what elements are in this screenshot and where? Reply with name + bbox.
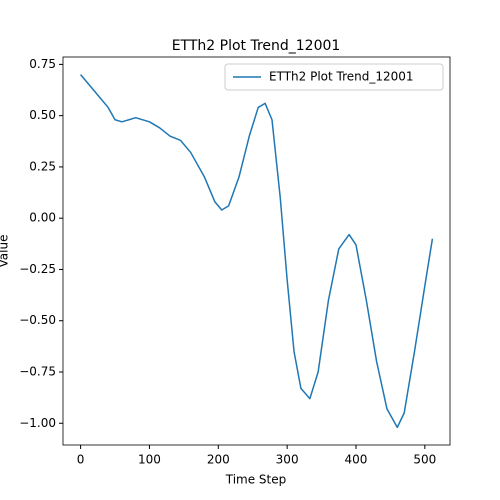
y-tick-label: −0.50 [19, 313, 56, 327]
chart-title: ETTh2 Plot Trend_12001 [172, 38, 341, 54]
legend-box [224, 63, 444, 91]
x-tick-label: 500 [413, 453, 436, 467]
x-tick-label: 400 [345, 453, 368, 467]
y-tick-label: 0.00 [29, 211, 56, 225]
legend-label: ETTh2 Plot Trend_12001 [269, 70, 414, 84]
x-tick-label: 0 [77, 453, 85, 467]
y-tick-label: 0.25 [29, 159, 56, 173]
y-tick-label: −0.25 [19, 262, 56, 276]
y-tick-label: −0.75 [19, 364, 56, 378]
x-tick-label: 100 [138, 453, 161, 467]
y-tick-label: 0.50 [29, 108, 56, 122]
y-tick-label: −1.00 [19, 416, 56, 430]
line-series [80, 74, 434, 429]
y-tick-label: 0.75 [29, 57, 56, 71]
x-axis-label: Time Step [225, 473, 287, 487]
x-tick-label: 200 [207, 453, 230, 467]
x-tick-label: 300 [276, 453, 299, 467]
y-axis-label: Value [0, 235, 11, 268]
plot-frame [62, 56, 451, 446]
